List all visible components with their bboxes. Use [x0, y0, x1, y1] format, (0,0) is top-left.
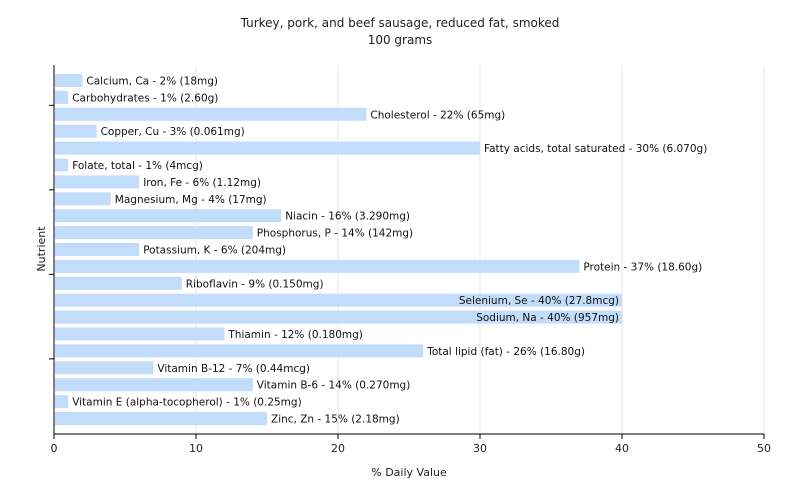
bar-label: Folate, total - 1% (4mcg)	[72, 160, 203, 172]
bar-label: Protein - 37% (18.60g)	[583, 261, 702, 273]
chart-subtitle: 100 grams	[368, 33, 433, 47]
bar	[55, 74, 83, 87]
y-axis-ticks	[49, 104, 54, 360]
bar-label: Thiamin - 12% (0.180mg)	[227, 329, 363, 341]
bar	[55, 243, 140, 256]
bar-label: Magnesium, Mg - 4% (17mg)	[115, 194, 267, 206]
bar	[55, 395, 69, 409]
bar	[55, 276, 182, 290]
bar	[55, 141, 480, 155]
x-tick-label: 30	[473, 442, 487, 455]
bar-label: Vitamin E (alpha-tocopherol) - 1% (0.25m…	[72, 397, 302, 409]
bar	[55, 209, 282, 223]
bar	[55, 259, 580, 273]
bar-label: Iron, Fe - 6% (1.12mg)	[143, 177, 261, 189]
bar-label: Vitamin B-6 - 14% (0.270mg)	[257, 380, 411, 392]
bar-label: Zinc, Zn - 15% (2.18mg)	[271, 414, 400, 426]
bar	[55, 107, 367, 121]
bar-label: Phosphorus, P - 14% (142mg)	[257, 228, 413, 240]
bar	[55, 344, 424, 358]
bar	[55, 293, 622, 307]
bar	[55, 124, 97, 138]
y-axis-label: Nutrient	[35, 226, 48, 272]
bar-label: Sodium, Na - 40% (957mg)	[476, 312, 619, 324]
bar-label: Copper, Cu - 3% (0.061mg)	[101, 126, 245, 138]
bar-label: Carbohydrates - 1% (2.60g)	[72, 92, 218, 104]
bar-label: Niacin - 16% (3.290mg)	[285, 211, 410, 223]
bar-label: Potassium, K - 6% (204mg)	[143, 245, 286, 257]
bar	[55, 361, 154, 375]
x-tick-label: 10	[189, 442, 203, 455]
bar-label: Fatty acids, total saturated - 30% (6.07…	[484, 143, 707, 155]
bar	[55, 192, 111, 206]
x-tick-label: 40	[615, 442, 629, 455]
x-axis-label: % Daily Value	[371, 466, 447, 479]
bar	[55, 310, 622, 324]
bar-label: Riboflavin - 9% (0.150mg)	[186, 278, 324, 290]
x-tick-label: 50	[757, 442, 771, 455]
bar-label: Selenium, Se - 40% (27.8mcg)	[459, 295, 619, 307]
bar-label: Vitamin B-12 - 7% (0.44mcg)	[157, 363, 310, 375]
x-axis-ticks: 0 10 20 30 40 50	[51, 434, 771, 455]
bar	[55, 327, 225, 341]
bar-label: Calcium, Ca - 2% (18mg)	[86, 76, 218, 88]
bar-label: Cholesterol - 22% (65mg)	[370, 109, 505, 121]
bars: Calcium, Ca - 2% (18mg) Carbohydrates - 1…	[55, 74, 707, 426]
bar	[55, 158, 69, 172]
bar	[55, 175, 140, 189]
bar	[55, 90, 69, 104]
x-tick-label: 20	[331, 442, 345, 455]
bar-label: Total lipid (fat) - 26% (16.80g)	[426, 346, 585, 358]
bar	[55, 378, 253, 392]
bar	[55, 226, 253, 240]
bar	[55, 412, 267, 425]
x-tick-label: 0	[51, 442, 58, 455]
chart-title: Turkey, pork, and beef sausage, reduced …	[240, 16, 560, 30]
gridlines	[195, 65, 765, 434]
